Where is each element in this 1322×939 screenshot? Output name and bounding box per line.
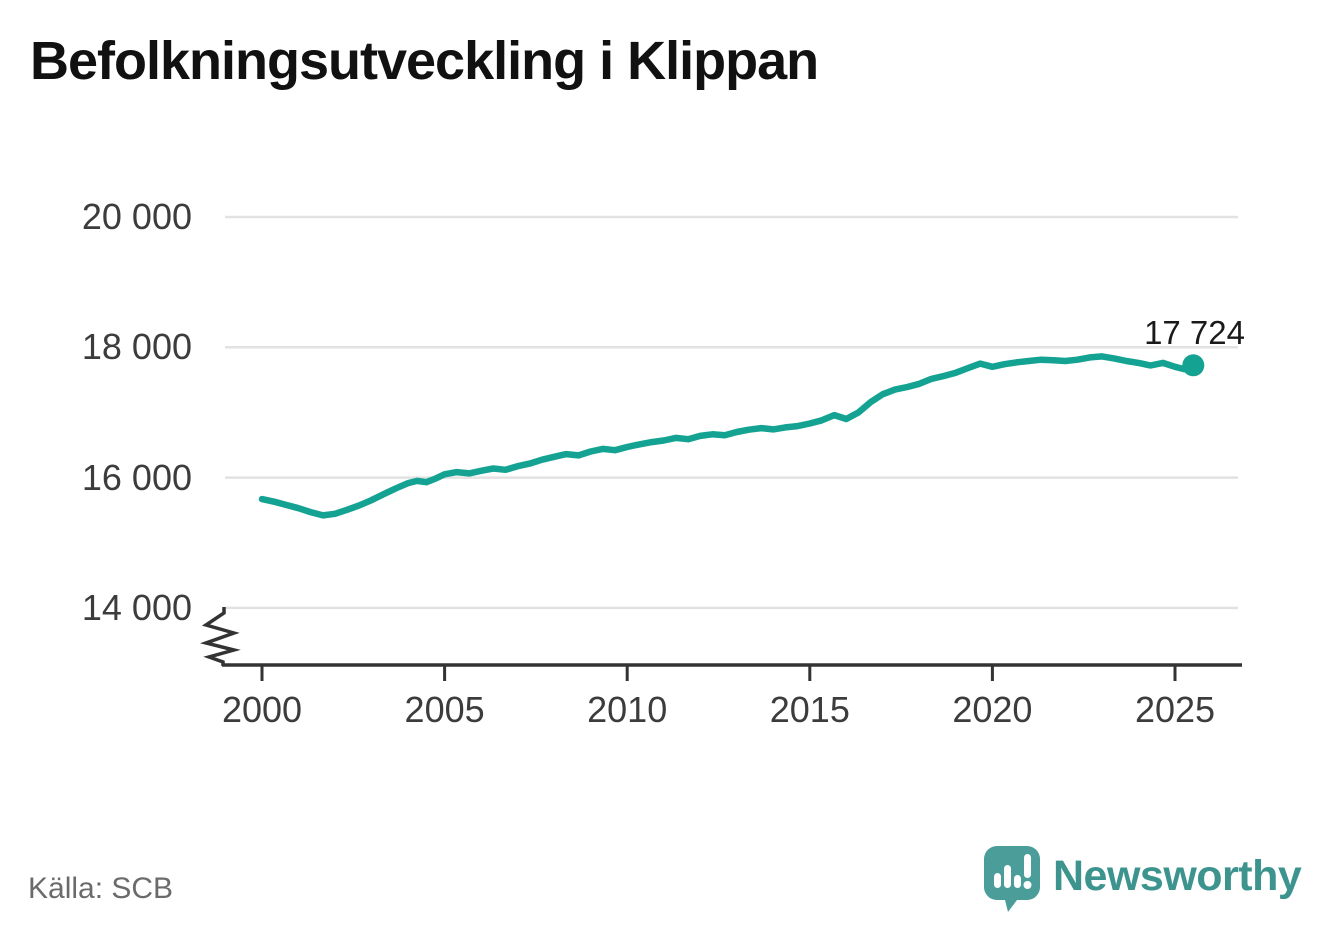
x-axis-tick-label: 2000 [221,689,303,730]
x-axis [222,663,1242,681]
logo-exclamation-icon [1024,854,1031,878]
x-axis-tick-label: 2015 [769,689,850,730]
x-axis-tick-label: 2010 [587,689,668,730]
gridlines [225,215,1238,610]
axis-break-zigzag [199,607,241,666]
y-axis-tick-label: 20 000 [81,196,192,237]
newsworthy-logo: Newsworthy [983,845,1302,913]
chart-title: Befolkningsutveckling i Klippan [30,31,819,91]
logo-bar-icon [1014,875,1021,888]
x-axis-tick-label: 2020 [952,689,1033,730]
logo-bar-icon [994,873,1001,888]
y-axis-tick-label: 14 000 [81,586,192,628]
latest-value-marker [1182,354,1205,377]
y-axis-tick-label: 16 000 [81,456,192,498]
latest-value-label: 17 724 [1144,314,1245,351]
source-note: Källa: SCB [28,872,174,905]
y-axis-tick-label: 18 000 [81,326,192,368]
logo-exclamation-dot-icon [1023,881,1032,889]
logo-bar-icon [1004,865,1011,888]
population-line [258,353,1197,519]
newsworthy-wordmark: Newsworthy [1053,852,1302,900]
x-axis-tick-label: 2005 [404,689,485,730]
x-axis-tick-label: 2025 [1134,689,1216,730]
newsworthy-logo-icon [984,846,1040,912]
